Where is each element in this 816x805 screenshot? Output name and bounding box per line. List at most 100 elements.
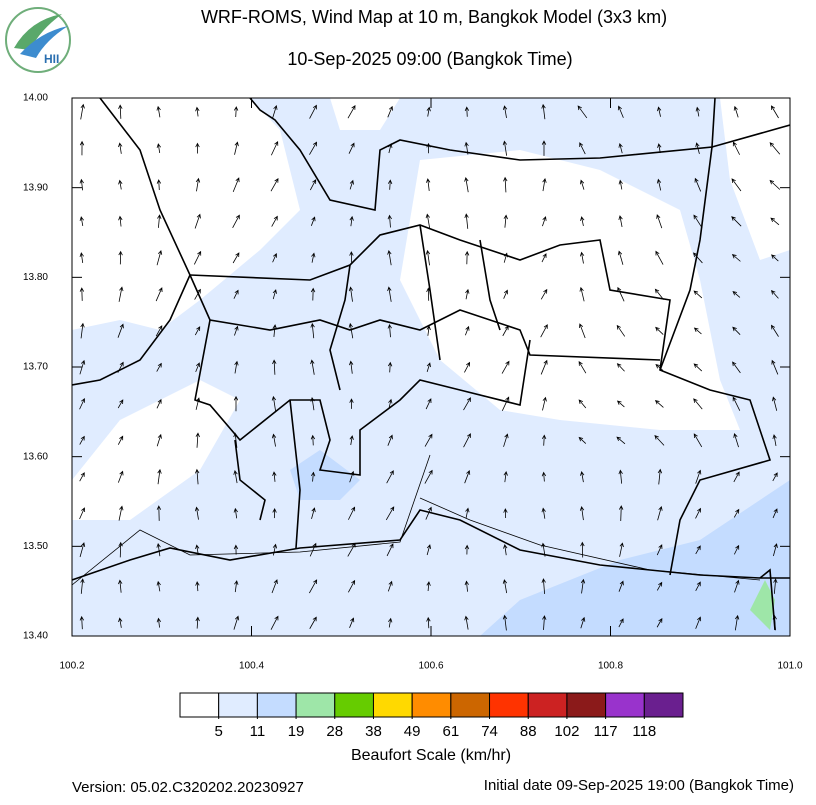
wind-arrow — [388, 398, 393, 409]
wind-arrow — [541, 578, 546, 594]
wind-arrow — [386, 470, 394, 484]
wind-arrow — [465, 507, 470, 519]
wind-arrow — [773, 578, 778, 594]
wind-arrow — [117, 323, 124, 338]
wind-arrow — [387, 361, 393, 373]
wind-arrow — [348, 579, 356, 593]
wind-arrow — [79, 178, 84, 191]
wind-arrow — [117, 399, 124, 409]
wind-arrow — [348, 360, 354, 374]
logo: HII — [5, 7, 71, 73]
wind-arrow — [195, 616, 200, 629]
axes: 100.2 100.4 100.6 100.8 101.0 13.40 13.50 13.60… — [23, 93, 803, 672]
wind-arrow — [118, 215, 123, 227]
wind-arrow — [656, 617, 663, 628]
wind-arrow — [234, 360, 239, 374]
wind-arrow — [425, 249, 431, 266]
colorbar-label: 5 — [215, 723, 223, 740]
wind-arrow — [233, 544, 239, 555]
wind-arrow — [731, 216, 742, 227]
wind-area — [750, 580, 775, 630]
wind-arrow — [310, 396, 315, 411]
initial-date: Initial date 09-Sep-2025 19:00 (Bangkok … — [484, 777, 794, 794]
wind-arrow — [657, 106, 662, 117]
wind-arrow — [541, 103, 546, 120]
wind-arrow — [426, 616, 431, 629]
wind-arrow — [617, 286, 625, 302]
wind-arrow — [118, 579, 123, 593]
wind-arrow — [309, 179, 317, 191]
wind-arrow — [156, 433, 162, 447]
wind-arrow — [233, 106, 239, 118]
wind-arrow — [79, 397, 85, 410]
wind-arrow — [193, 250, 202, 265]
wind-arrow — [156, 580, 161, 592]
wind-arrow — [195, 106, 200, 117]
wind-arrow — [233, 470, 238, 484]
wind-arrow — [195, 432, 200, 448]
wind-arrow — [655, 250, 664, 265]
wind-arrow — [195, 544, 200, 555]
colorbar-box — [450, 692, 491, 718]
colorbar-title: Beaufort Scale (km/hr) — [351, 747, 511, 764]
wind-arrow — [503, 543, 508, 556]
y-tick-label: 13.40 — [23, 631, 48, 642]
wind-arrow — [118, 179, 123, 190]
wind-arrow — [503, 289, 508, 299]
wind-arrow — [540, 359, 548, 375]
wind-arrow — [693, 363, 703, 372]
colorbar-label: 19 — [288, 723, 305, 740]
wind-arrow — [309, 579, 318, 594]
wind-arrow — [347, 542, 356, 557]
wind-arrow — [464, 361, 470, 373]
wind-arrow — [311, 507, 316, 519]
wind-arrow — [156, 249, 163, 266]
wind-arrow — [542, 615, 547, 630]
wind-arrow — [772, 434, 777, 447]
wind-arrow — [425, 398, 432, 410]
wind-arrow — [579, 142, 586, 155]
wind-arrow — [156, 505, 162, 521]
colorbar-label: 88 — [520, 723, 537, 740]
wind-arrow — [233, 615, 240, 630]
wind-arrow — [542, 178, 547, 192]
wind-arrow — [770, 217, 780, 226]
wind-arrow — [540, 324, 548, 338]
wind-arrow — [770, 289, 779, 299]
wind-arrow — [387, 323, 392, 338]
wind-arrow — [657, 143, 662, 154]
wind-arrow — [541, 140, 547, 156]
wind-arrow — [387, 105, 393, 118]
y-tick-label: 13.60 — [23, 451, 48, 462]
wind-arrow — [387, 214, 392, 228]
x-tick-label: 100.6 — [418, 661, 443, 672]
wind-arrow — [732, 396, 741, 411]
wind-arrow — [349, 179, 354, 190]
wind-arrow — [387, 179, 393, 190]
wind-arrow — [771, 359, 779, 375]
wind-arrow — [503, 252, 508, 263]
wind-arrow — [234, 325, 239, 336]
wind-arrow — [426, 142, 431, 154]
wind-arrow — [655, 326, 664, 335]
wind-arrow — [732, 326, 741, 335]
wind-arrow — [232, 214, 240, 228]
wind-arrow — [618, 215, 623, 228]
wind-arrow — [578, 399, 587, 409]
wind-arrow — [618, 142, 623, 154]
colorbar-label: 117 — [594, 723, 618, 740]
wind-arrow — [425, 213, 431, 229]
wind-arrow — [118, 142, 123, 154]
logo-text: HII — [44, 52, 59, 66]
wind-arrow — [464, 176, 469, 193]
wind-arrow — [618, 618, 624, 628]
wind-arrow — [732, 361, 741, 374]
wind-arrow — [309, 141, 318, 155]
wind-arrow — [348, 286, 354, 302]
wind-arrow — [772, 396, 778, 411]
wind-arrow — [117, 435, 124, 445]
wind-arrow — [233, 507, 238, 519]
wind-arrow — [541, 253, 547, 263]
wind-arrow — [464, 469, 471, 484]
wind-arrow — [501, 360, 510, 374]
